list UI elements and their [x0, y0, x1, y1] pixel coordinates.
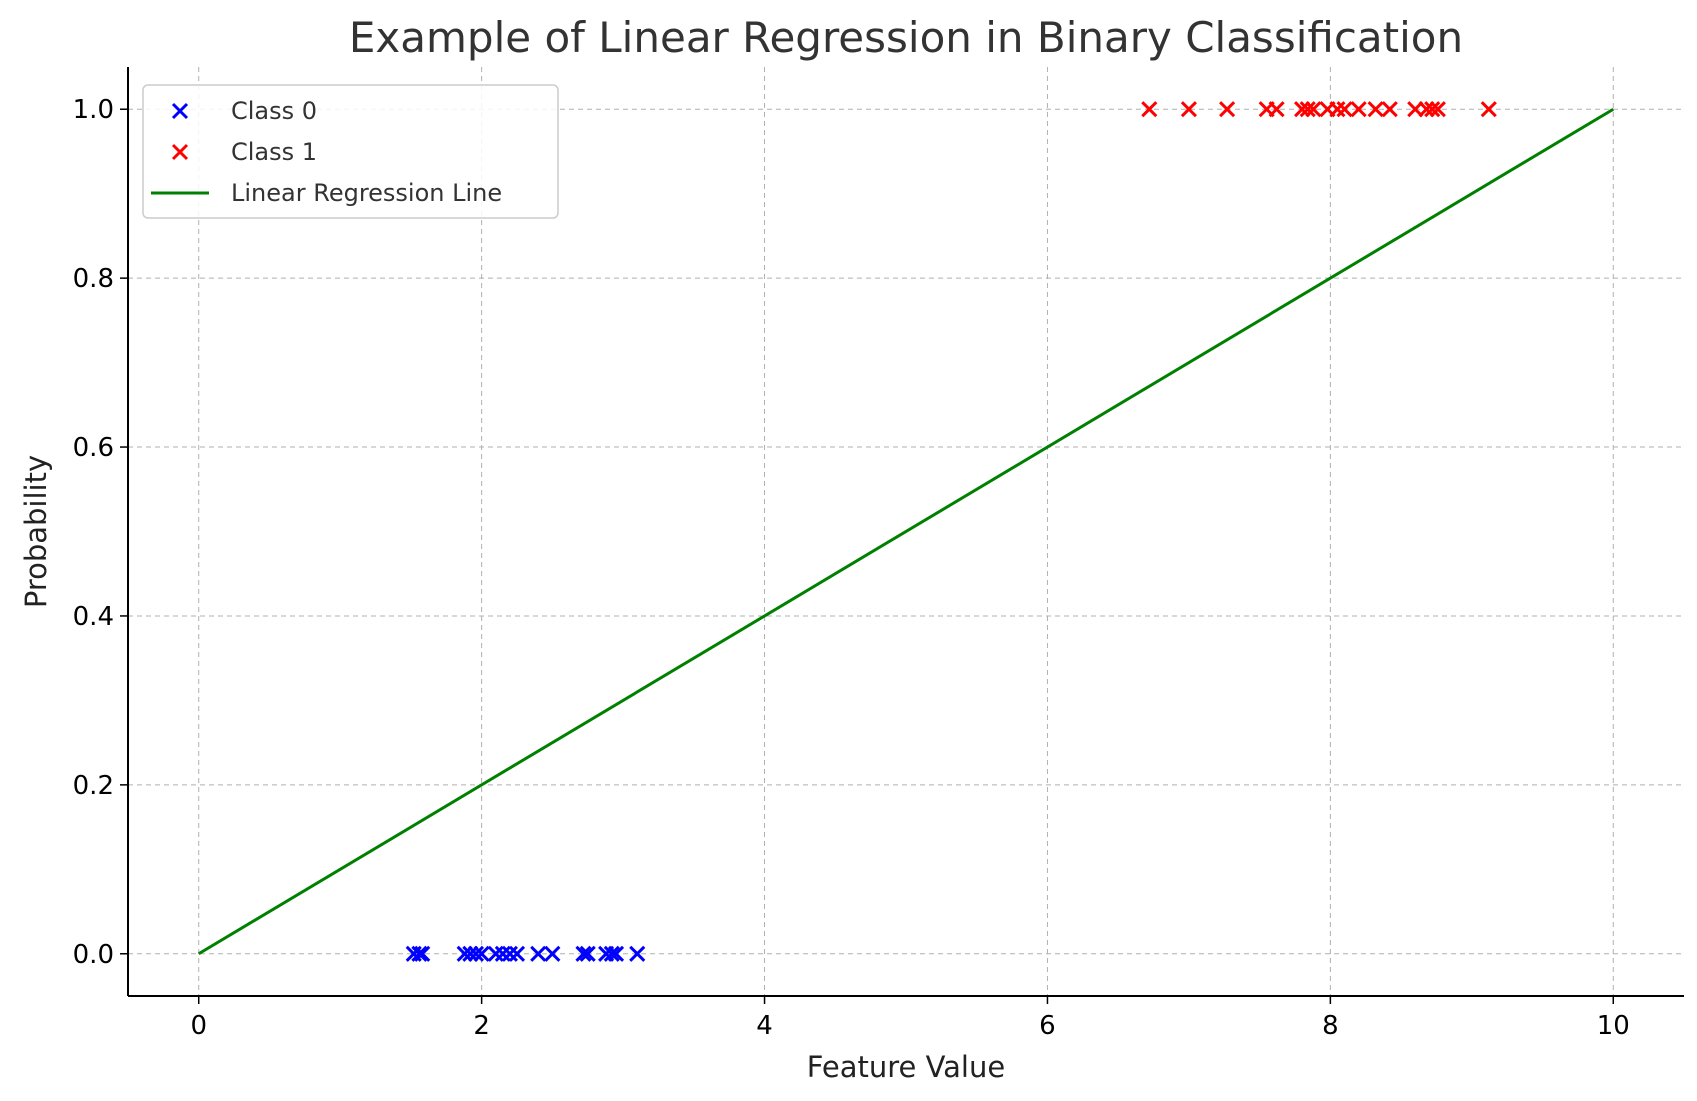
data-point	[544, 945, 561, 962]
data-point	[1268, 101, 1285, 118]
series-class-0	[405, 945, 646, 962]
x-tick-label: 4	[756, 1011, 773, 1041]
regression-line	[197, 107, 1615, 956]
y-tick-label: 0.4	[73, 602, 114, 632]
data-point	[1141, 101, 1158, 118]
data-point	[1381, 101, 1398, 118]
axes: 0 2 4 6 8 10 0.0 0.2 0.4 0.6 0.8 1.0	[73, 67, 1684, 1041]
x-tick-label: 6	[1039, 1011, 1056, 1041]
legend-marker-swatch	[171, 143, 189, 161]
y-tick-label: 1.0	[73, 95, 114, 125]
data-point	[1219, 101, 1236, 118]
data-point	[1180, 101, 1197, 118]
legend-label: Class 1	[231, 138, 317, 166]
data-point	[579, 945, 596, 962]
data-point	[508, 945, 526, 962]
plot-series	[197, 101, 1615, 962]
x-tick-label: 8	[1322, 1011, 1339, 1041]
data-point	[1305, 101, 1322, 118]
legend-item: Class 1	[171, 138, 317, 166]
data-point	[1329, 101, 1346, 118]
legend-marker-swatch	[171, 102, 189, 120]
x-tick-label: 2	[473, 1011, 490, 1041]
data-point	[487, 945, 504, 962]
x-tick-label: 10	[1597, 1011, 1630, 1041]
data-point	[501, 945, 518, 962]
data-point	[1429, 101, 1446, 118]
data-point	[603, 945, 620, 962]
x-axis-label: Feature Value	[807, 1050, 1005, 1084]
legend: Class 0 Class 1 Linear Regression Line	[142, 84, 559, 219]
legend-label: Class 0	[231, 97, 317, 125]
legend-label: Linear Regression Line	[231, 179, 502, 207]
data-point	[1424, 101, 1441, 118]
y-axis-label: Probability	[19, 455, 53, 608]
data-point	[607, 945, 625, 962]
data-point	[1480, 101, 1497, 118]
data-point	[473, 945, 490, 962]
data-point	[1350, 101, 1367, 118]
data-point	[1367, 101, 1384, 118]
data-point	[575, 945, 592, 962]
y-tick-label: 0.6	[73, 433, 114, 463]
data-point	[467, 945, 485, 962]
legend-item: Linear Regression Line	[151, 179, 502, 207]
y-tick-label: 0.8	[73, 264, 114, 294]
y-tick-label: 0.2	[73, 771, 114, 801]
x-tick-label: 0	[190, 1011, 207, 1041]
data-point	[414, 945, 431, 962]
legend-box	[142, 84, 559, 219]
data-point	[494, 945, 511, 962]
data-point	[1336, 101, 1353, 118]
series-class-1	[1141, 101, 1497, 118]
y-tick-label: 0.0	[73, 940, 114, 970]
chart-title: Example of Linear Regression in Binary C…	[349, 13, 1463, 62]
data-point	[629, 945, 646, 962]
data-point	[411, 945, 428, 962]
data-point	[530, 945, 547, 962]
data-point	[1299, 101, 1316, 118]
grid	[128, 67, 1684, 996]
legend-item: Class 0	[171, 97, 317, 125]
